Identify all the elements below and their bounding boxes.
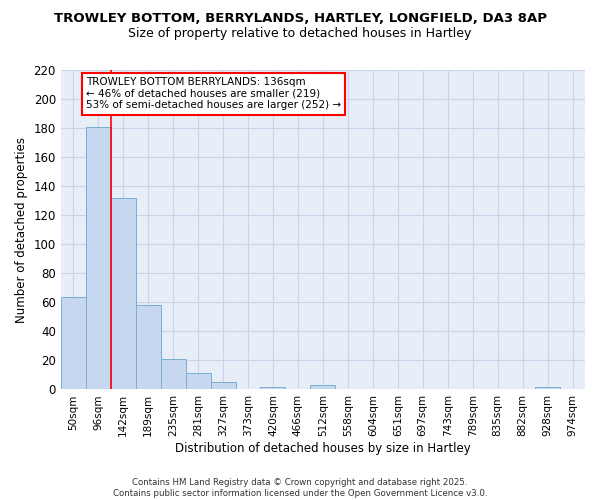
Bar <box>211 382 236 390</box>
Bar <box>136 305 161 390</box>
Bar <box>86 126 111 390</box>
Bar <box>161 359 185 390</box>
Y-axis label: Number of detached properties: Number of detached properties <box>15 136 28 322</box>
Bar <box>61 296 86 390</box>
Bar <box>310 385 335 390</box>
Text: TROWLEY BOTTOM, BERRYLANDS, HARTLEY, LONGFIELD, DA3 8AP: TROWLEY BOTTOM, BERRYLANDS, HARTLEY, LON… <box>53 12 547 26</box>
Text: Contains HM Land Registry data © Crown copyright and database right 2025.
Contai: Contains HM Land Registry data © Crown c… <box>113 478 487 498</box>
Text: TROWLEY BOTTOM BERRYLANDS: 136sqm
← 46% of detached houses are smaller (219)
53%: TROWLEY BOTTOM BERRYLANDS: 136sqm ← 46% … <box>86 78 341 110</box>
Text: Size of property relative to detached houses in Hartley: Size of property relative to detached ho… <box>128 28 472 40</box>
Bar <box>535 386 560 390</box>
Bar <box>260 386 286 390</box>
Bar <box>185 374 211 390</box>
X-axis label: Distribution of detached houses by size in Hartley: Distribution of detached houses by size … <box>175 442 471 455</box>
Bar <box>111 198 136 390</box>
